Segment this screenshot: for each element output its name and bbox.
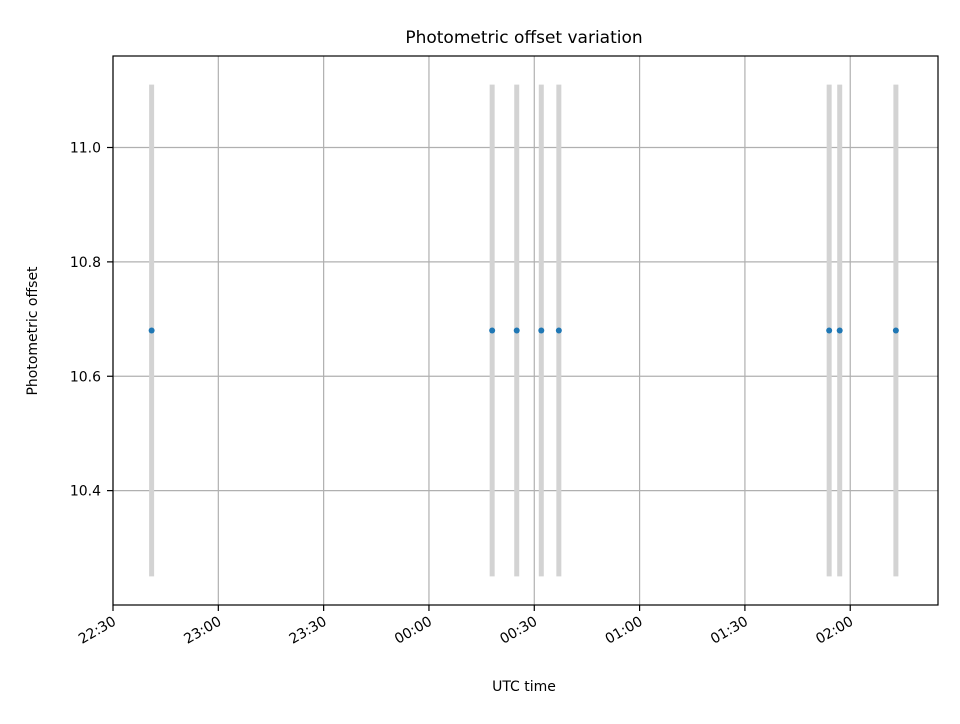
- data-point: [892, 327, 899, 334]
- data-point: [555, 327, 562, 334]
- y-tick-label: 10.4: [70, 484, 101, 500]
- chart-title: Photometric offset variation: [405, 28, 642, 48]
- x-axis-label: UTC time: [492, 679, 556, 695]
- y-tick-label: 10.8: [70, 255, 101, 271]
- y-tick-label: 10.6: [70, 369, 101, 385]
- data-point: [489, 327, 496, 334]
- plot-frame: [112, 55, 939, 606]
- y-axis-label: Photometric offset: [25, 266, 41, 396]
- data-point: [148, 327, 155, 334]
- y-tick-label: 11.0: [70, 141, 101, 157]
- grid-layer: [112, 56, 938, 605]
- point-layer: [148, 327, 899, 334]
- data-point: [826, 327, 833, 334]
- data-point: [836, 327, 843, 334]
- data-point: [538, 327, 545, 334]
- data-point: [513, 327, 520, 334]
